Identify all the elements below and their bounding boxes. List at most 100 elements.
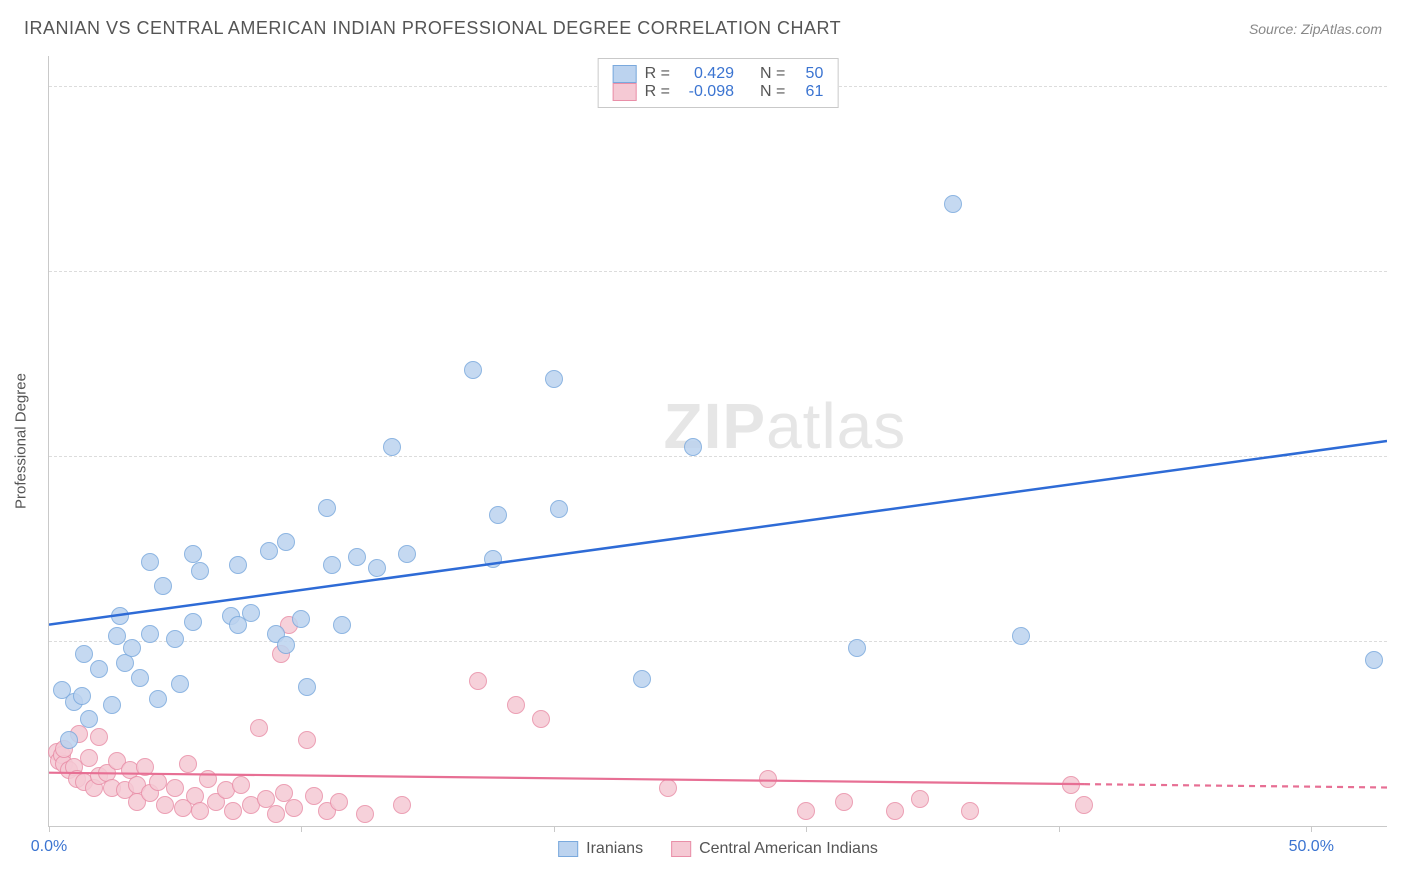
x-tick-label: 0.0% [31, 838, 67, 856]
legend-r-label: R = [645, 83, 670, 101]
x-tick-label: 50.0% [1289, 838, 1334, 856]
series-name: Central American Indians [699, 840, 878, 858]
point-iranians [318, 499, 336, 517]
point-iranians [229, 556, 247, 574]
point-cai [298, 731, 316, 749]
point-cai [90, 728, 108, 746]
point-iranians [348, 548, 366, 566]
legend-n-label: N = [760, 83, 785, 101]
x-tick [301, 826, 302, 832]
point-cai [797, 802, 815, 820]
correlation-legend: R =0.429N =50R =-0.098N =61 [598, 58, 839, 108]
point-cai [232, 776, 250, 794]
point-cai [179, 755, 197, 773]
gridline [49, 456, 1387, 457]
point-cai [166, 779, 184, 797]
x-tick [806, 826, 807, 832]
point-cai [469, 672, 487, 690]
point-iranians [80, 710, 98, 728]
y-tick-label: 37.5% [1397, 262, 1406, 280]
series-legend: Iranians Central American Indians [558, 840, 878, 858]
legend-swatch [613, 65, 637, 83]
point-cai [285, 799, 303, 817]
point-iranians [633, 670, 651, 688]
point-cai [759, 770, 777, 788]
legend-row: R =0.429N =50 [613, 65, 824, 83]
point-iranians [171, 675, 189, 693]
legend-r-value: 0.429 [678, 65, 734, 83]
point-cai [659, 779, 677, 797]
point-iranians [1012, 627, 1030, 645]
plot-area: Professional Degree ZIPatlas 12.5%25.0%3… [48, 56, 1387, 827]
point-iranians [111, 607, 129, 625]
point-iranians [277, 636, 295, 654]
chart-source: Source: ZipAtlas.com [1249, 21, 1382, 37]
point-iranians [398, 545, 416, 563]
legend-r-label: R = [645, 65, 670, 83]
legend-n-label: N = [760, 65, 785, 83]
point-iranians [154, 577, 172, 595]
point-iranians [333, 616, 351, 634]
point-cai [305, 787, 323, 805]
point-cai [886, 802, 904, 820]
series-name: Iranians [586, 840, 643, 858]
point-iranians [277, 533, 295, 551]
point-iranians [75, 645, 93, 663]
point-cai [961, 802, 979, 820]
point-iranians [292, 610, 310, 628]
point-iranians [489, 506, 507, 524]
point-iranians [944, 195, 962, 213]
legend-n-value: 61 [793, 83, 823, 101]
x-tick [49, 826, 50, 832]
series-legend-item: Iranians [558, 840, 643, 858]
point-iranians [464, 361, 482, 379]
point-cai [1075, 796, 1093, 814]
point-cai [250, 719, 268, 737]
point-cai [224, 802, 242, 820]
legend-row: R = -0.098 N = 61 [613, 83, 824, 101]
point-iranians [848, 639, 866, 657]
point-iranians [108, 627, 126, 645]
y-tick-label: 12.5% [1397, 632, 1406, 650]
point-cai [149, 773, 167, 791]
point-cai [330, 793, 348, 811]
gridline [49, 641, 1387, 642]
point-cai [136, 758, 154, 776]
point-iranians [191, 562, 209, 580]
legend-swatch [558, 841, 578, 857]
gridline [49, 271, 1387, 272]
point-iranians [131, 669, 149, 687]
point-iranians [383, 438, 401, 456]
point-cai [356, 805, 374, 823]
x-tick [1311, 826, 1312, 832]
point-iranians [184, 613, 202, 631]
point-iranians [141, 553, 159, 571]
point-cai [393, 796, 411, 814]
series-legend-item: Central American Indians [671, 840, 878, 858]
legend-swatch [613, 83, 637, 101]
point-iranians [73, 687, 91, 705]
point-iranians [1365, 651, 1383, 669]
point-cai [156, 796, 174, 814]
point-iranians [166, 630, 184, 648]
x-tick [1059, 826, 1060, 832]
y-tick-label: 25.0% [1397, 447, 1406, 465]
point-cai [507, 696, 525, 714]
point-iranians [684, 438, 702, 456]
point-cai [835, 793, 853, 811]
legend-swatch [671, 841, 691, 857]
point-iranians [484, 550, 502, 568]
point-iranians [184, 545, 202, 563]
x-tick [554, 826, 555, 832]
point-iranians [368, 559, 386, 577]
y-tick-label: 50.0% [1397, 77, 1406, 95]
point-iranians [149, 690, 167, 708]
point-iranians [550, 500, 568, 518]
point-iranians [323, 556, 341, 574]
legend-r-value: -0.098 [678, 83, 734, 101]
point-iranians [242, 604, 260, 622]
point-iranians [141, 625, 159, 643]
point-iranians [123, 639, 141, 657]
point-iranians [60, 731, 78, 749]
point-cai [532, 710, 550, 728]
